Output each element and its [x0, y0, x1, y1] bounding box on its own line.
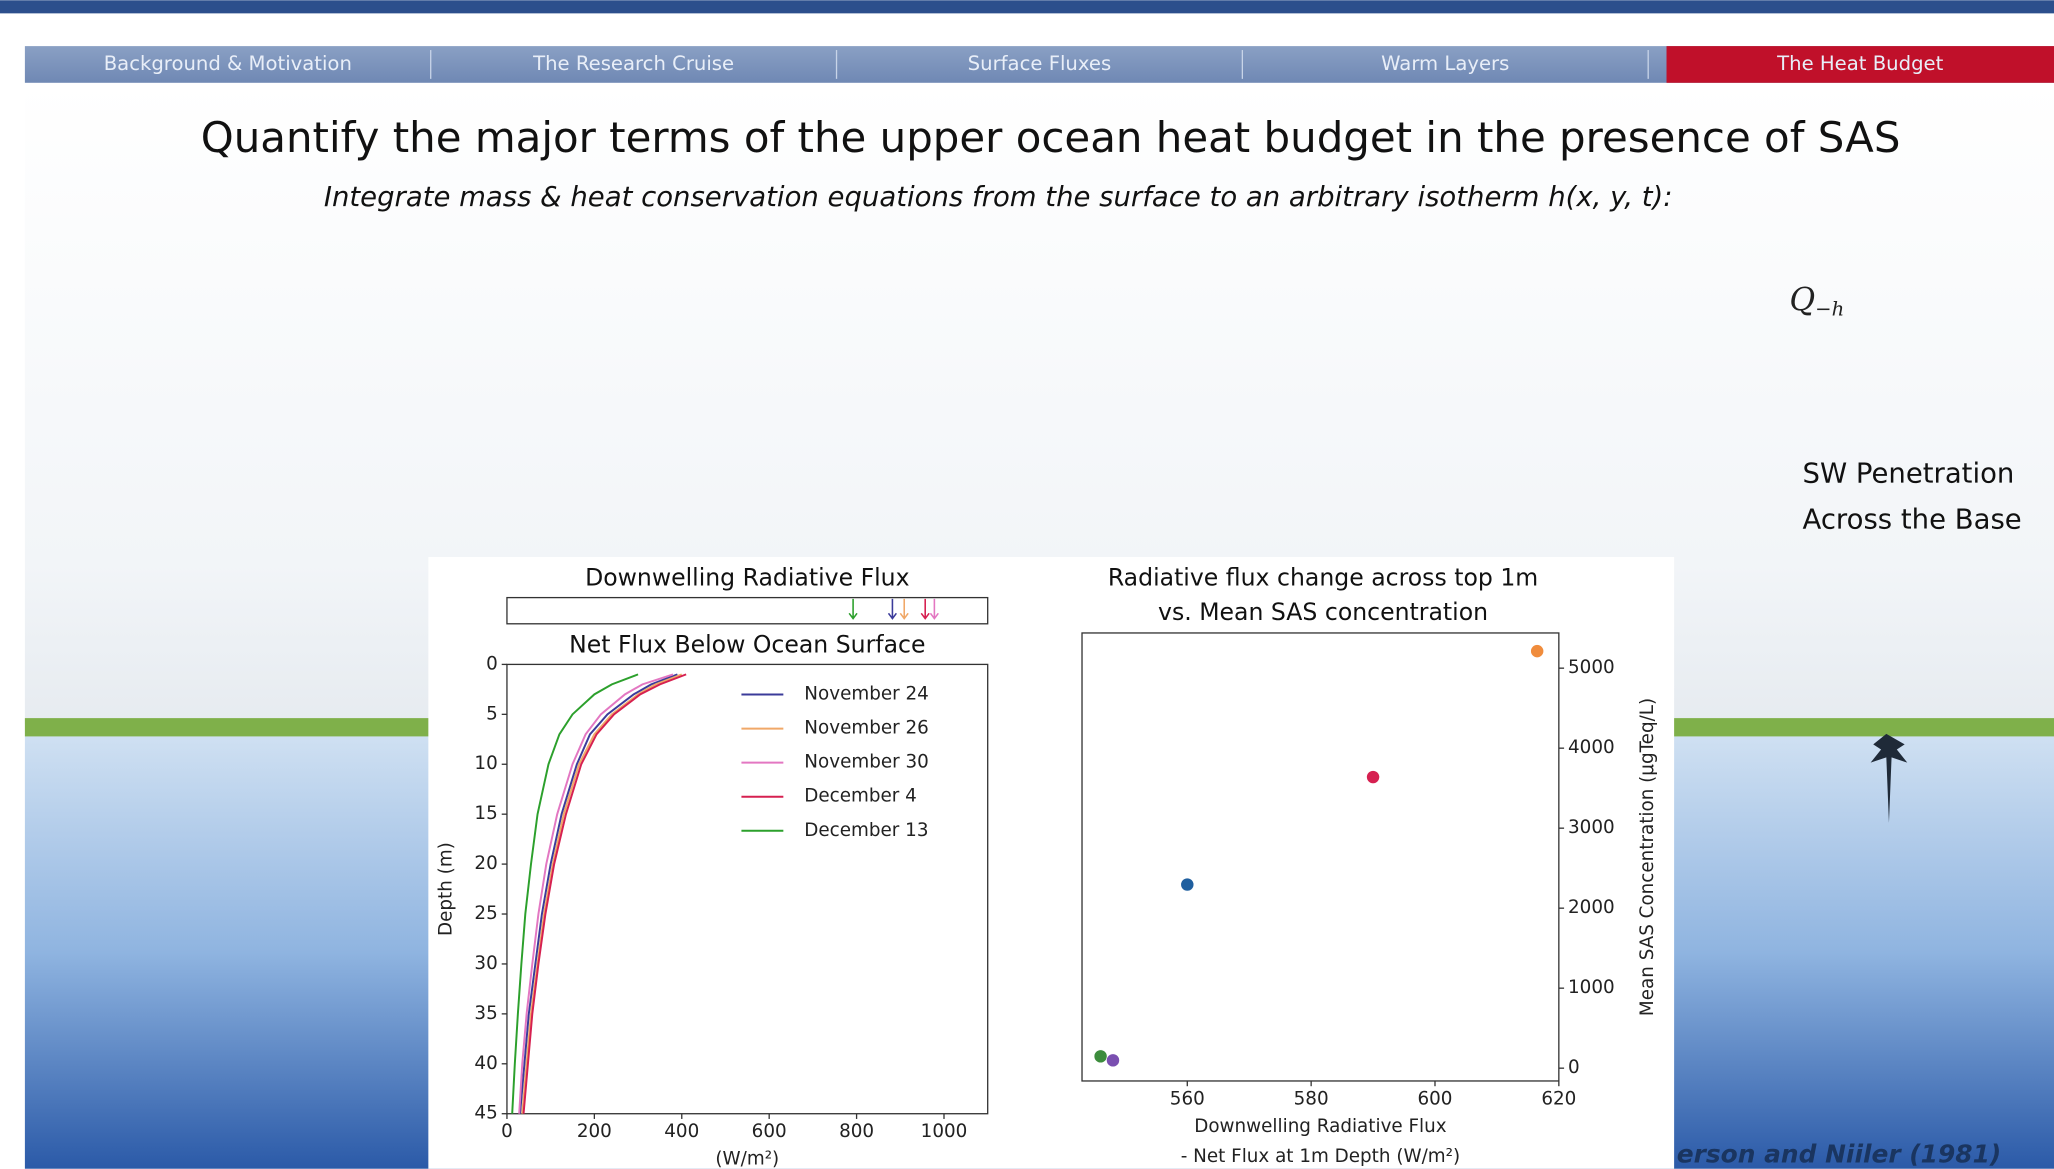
point [1366, 770, 1380, 784]
series-line [521, 673, 683, 1114]
chart-title: Net Flux Below Ocean Surface [569, 631, 925, 659]
x-tick-label: 600 [1417, 1088, 1452, 1109]
y-tick-label: 45 [474, 1103, 497, 1124]
x-axis-label: (W/m²) [715, 1149, 779, 1169]
chart-title: vs. Mean SAS concentration [1158, 598, 1488, 626]
plot-frame [506, 663, 989, 1115]
slide-subtitle: Integrate mass & heat conservation equat… [324, 181, 1673, 213]
nav-tab[interactable]: Background & Motivation [104, 52, 352, 75]
downwelling-arrow [920, 598, 930, 620]
y-tick-label: 2000 [1568, 897, 1615, 918]
y-tick-label: 40 [474, 1053, 497, 1074]
y-axis-label: Mean SAS Concentration (μgTeq/L) [1637, 698, 1658, 1016]
citation: erson and Niiler (1981) [1677, 1140, 2002, 1169]
downwelling-arrow [848, 598, 858, 620]
nav-tab[interactable]: Warm Layers [1381, 52, 1509, 75]
series-line [511, 673, 639, 1114]
equation-subscript: −h [1815, 297, 1844, 320]
x-axis-label: - Net Flux at 1m Depth (W/m²) [1181, 1146, 1460, 1167]
series-line [518, 673, 674, 1114]
y-tick-label: 1000 [1568, 977, 1615, 998]
nav-tab[interactable]: Surface Fluxes [968, 52, 1112, 75]
series-line [519, 673, 678, 1114]
x-tick-label: 560 [1170, 1088, 1205, 1109]
y-tick-label: 25 [474, 903, 497, 924]
y-tick-label: 3000 [1568, 817, 1615, 838]
top-bar [0, 0, 2054, 14]
legend-label: December 4 [804, 786, 917, 807]
downwelling-arrow [929, 598, 939, 620]
y-tick-label: 20 [474, 853, 497, 874]
y-tick-label: 0 [1568, 1057, 1580, 1078]
y-tick-label: 5 [486, 703, 498, 724]
y-tick-label: 30 [474, 953, 497, 974]
y-tick-label: 35 [474, 1003, 497, 1024]
chart-title: Radiative flux change across top 1m [1108, 564, 1538, 592]
x-tick-label: 0 [501, 1121, 513, 1142]
y-tick-label: 4000 [1568, 737, 1615, 758]
nav-tab[interactable]: The Heat Budget [1776, 52, 1943, 75]
inset-title: Downwelling Radiative Flux [585, 564, 910, 592]
nav-tabs: Background & Motivation The Research Crui… [104, 46, 2054, 83]
legend-label: November 24 [804, 684, 929, 705]
charts: Downwelling Radiative Flux Net Flux Below… [436, 564, 1658, 1169]
y-axis-label: Depth (m) [436, 842, 457, 936]
x-tick-label: 400 [664, 1121, 699, 1142]
legend-label: December 13 [804, 820, 928, 841]
x-axis-label: Downwelling Radiative Flux [1194, 1116, 1447, 1137]
legend-label: November 30 [804, 752, 929, 773]
active-tab [1666, 46, 2054, 83]
slide-title: Quantify the major terms of the upper oc… [201, 113, 1901, 162]
equation-term: Q−h [1789, 282, 1844, 320]
inset-frame [506, 596, 989, 625]
equation-symbol: Q [1789, 282, 1815, 318]
x-tick-label: 600 [752, 1121, 787, 1142]
point [1093, 1049, 1108, 1064]
y-tick-label: 15 [474, 803, 497, 824]
downwelling-arrow [887, 598, 897, 620]
nav-tab[interactable]: The Research Cruise [532, 52, 734, 75]
point [1106, 1053, 1120, 1068]
series-line [522, 673, 687, 1114]
x-tick-label: 620 [1541, 1088, 1576, 1109]
x-tick-label: 200 [577, 1121, 612, 1142]
y-tick-label: 5000 [1568, 657, 1615, 678]
figure-panel [428, 556, 1675, 1169]
y-tick-label: 10 [474, 753, 497, 774]
x-tick-label: 1000 [921, 1121, 968, 1142]
x-tick-label: 800 [839, 1121, 874, 1142]
point [1180, 877, 1195, 892]
silhouette [1870, 733, 1908, 823]
point [1530, 644, 1545, 659]
side-label: SW Penetration [1802, 457, 2014, 489]
y-tick-label: 0 [486, 653, 498, 674]
plot-frame [1081, 632, 1560, 1082]
legend-label: November 26 [804, 718, 929, 739]
side-label: Across the Base [1802, 503, 2021, 535]
downwelling-arrow [899, 598, 909, 620]
x-tick-label: 580 [1294, 1088, 1329, 1109]
